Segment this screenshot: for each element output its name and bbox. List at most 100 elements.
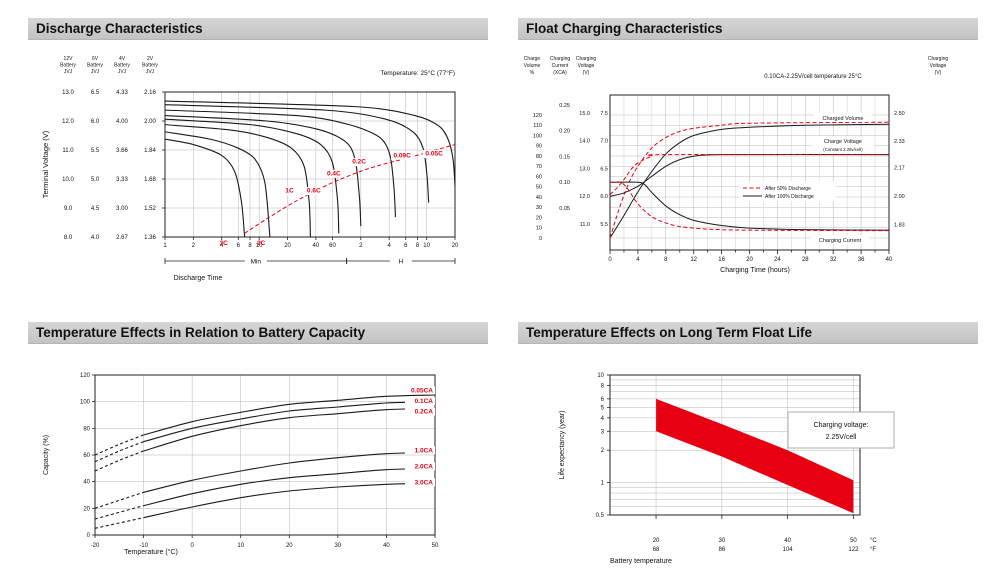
svg-text:3.66: 3.66: [116, 148, 128, 154]
svg-text:Current: Current: [552, 63, 569, 69]
svg-text:1.36: 1.36: [144, 235, 156, 241]
svg-text:8: 8: [248, 243, 252, 249]
svg-text:4V: 4V: [119, 56, 126, 62]
svg-text:0.15: 0.15: [559, 154, 570, 160]
rate-label-0.05C: 0.05C: [425, 150, 443, 157]
svg-text:4.0: 4.0: [91, 235, 100, 241]
svg-text:3.00: 3.00: [116, 206, 128, 212]
svg-text:0.05: 0.05: [559, 206, 570, 212]
svg-text:13.0: 13.0: [62, 90, 74, 96]
svg-text:20: 20: [83, 506, 90, 512]
svg-text:(V): (V): [583, 70, 590, 76]
svg-text:36: 36: [858, 257, 865, 263]
svg-text:50: 50: [850, 538, 857, 544]
legend-after-50: After 50% Discharge: [765, 186, 811, 192]
svg-text:40: 40: [784, 538, 791, 544]
axis-ticks: 0 4 8 12 16 20 24 28 32 36 40: [608, 250, 893, 263]
svg-text:5.5: 5.5: [600, 222, 608, 228]
svg-text:°C: °C: [870, 538, 877, 544]
svg-text:4.5: 4.5: [91, 206, 100, 212]
svg-text:2: 2: [601, 448, 605, 454]
series-0.1CA: [143, 401, 436, 443]
panel-header: Temperature Effects in Relation to Batte…: [28, 322, 488, 344]
svg-text:(V): (V): [935, 70, 942, 76]
svg-text:2: 2: [359, 243, 363, 249]
series-0.05CA: [143, 394, 436, 436]
svg-text:2: 2: [192, 243, 196, 249]
rate-labels: 0.05CA 0.1CA 0.2CA 1.0CA 2.0CA 3.0CA: [405, 386, 435, 487]
annotation: Charging voltage: 2.25V/cell: [787, 411, 895, 449]
svg-text:90: 90: [536, 144, 542, 150]
panel-discharge-characteristics: Discharge Characteristics 12V Battery JVJ 1…: [28, 18, 488, 320]
series-2.0CA-dashed: [94, 505, 144, 520]
svg-text:86: 86: [718, 547, 725, 553]
axis-ticks: [162, 91, 456, 240]
svg-text:6: 6: [404, 243, 408, 249]
svg-text:24: 24: [774, 257, 781, 263]
scale-ticks: 12011010090807060504030201000.250.200.15…: [533, 103, 905, 242]
y-axis-label: Capacity (%): [43, 435, 50, 475]
svg-text:JVJ: JVJ: [64, 69, 73, 75]
svg-text:6.0: 6.0: [600, 194, 608, 200]
svg-text:60: 60: [83, 453, 90, 459]
svg-text:50: 50: [432, 543, 439, 549]
svg-text:80: 80: [536, 154, 542, 160]
series-0.4C: [165, 115, 362, 227]
svg-text:20: 20: [452, 243, 459, 249]
series-0.1CA-dashed: [94, 441, 144, 463]
svg-text:9.0: 9.0: [64, 206, 73, 212]
series-0.2CA: [143, 407, 436, 452]
svg-text:40: 40: [383, 543, 390, 549]
svg-text:10: 10: [237, 543, 244, 549]
svg-text:20: 20: [653, 538, 660, 544]
y-axis-label: Terminal Voltage (V): [41, 130, 50, 198]
svg-text:8: 8: [664, 257, 668, 263]
svg-text:13.0: 13.0: [579, 166, 590, 172]
temperature-capacity-chart: -20 -10 0 10 20 30 40 500204060801001200.05CA0.…: [28, 344, 488, 566]
label-constant-voltage: (Constant 2.25v/cell): [823, 147, 863, 152]
svg-text:Battery: Battery: [87, 63, 103, 69]
svg-text:1.52: 1.52: [144, 206, 156, 212]
svg-text:16: 16: [718, 257, 725, 263]
panel-title-temperature-capacity: Temperature Effects in Relation to Batte…: [36, 325, 366, 340]
x-tick-labels: 1 2 4 6 8 10 20 40 60 2 4 6 8 10 20: [163, 243, 459, 249]
svg-text:12.0: 12.0: [62, 119, 74, 125]
svg-text:Battery: Battery: [114, 63, 130, 69]
condition-note: 0.10CA-2.25V/cell temperature 25°C: [764, 74, 862, 80]
svg-text:15.0: 15.0: [579, 111, 590, 117]
svg-text:12: 12: [690, 257, 697, 263]
series-1.0CA-dashed: [94, 491, 144, 509]
series-0.05C: [165, 100, 455, 187]
svg-text:110: 110: [533, 123, 542, 129]
svg-text:0.25: 0.25: [559, 103, 570, 109]
life-expectancy-band: [656, 398, 854, 514]
svg-text:6.5: 6.5: [600, 166, 608, 172]
svg-text:Charge: Charge: [524, 56, 541, 62]
svg-text:2.33: 2.33: [894, 139, 905, 145]
panel-title-float-charging: Float Charging Characteristics: [526, 21, 723, 36]
svg-text:60: 60: [329, 243, 336, 249]
axis-ticks: -20 -10 0 10 20 30 40 50 0 20 40 60 80 100 120: [80, 373, 439, 549]
series-0.6C: [165, 118, 340, 234]
panel-header: Discharge Characteristics: [28, 18, 488, 40]
svg-text:6: 6: [601, 397, 605, 403]
rate-label-0.4C: 0.4C: [327, 170, 341, 177]
svg-text:0.10: 0.10: [559, 180, 570, 186]
temperature-note: Temperature: 25°C (77°F): [380, 69, 455, 77]
rate-labels: 3C 2C 1C 0.6C 0.4C 0.2C 0.09C 0.05C: [220, 149, 446, 247]
svg-text:6.5: 6.5: [91, 90, 100, 96]
svg-text:(XCA): (XCA): [553, 70, 567, 76]
svg-text:3.33: 3.33: [116, 177, 128, 183]
svg-text:4.33: 4.33: [116, 90, 128, 96]
svg-text:10: 10: [256, 243, 263, 249]
svg-text:10: 10: [597, 373, 604, 379]
svg-text:1.68: 1.68: [144, 177, 156, 183]
svg-text:104: 104: [783, 547, 794, 553]
svg-text:10: 10: [536, 226, 542, 232]
rate-label-0.6C: 0.6C: [307, 188, 321, 195]
svg-text:60: 60: [536, 174, 542, 180]
svg-text:40: 40: [313, 243, 320, 249]
svg-text:7.5: 7.5: [600, 111, 608, 117]
panel-header: Temperature Effects on Long Term Float L…: [518, 322, 978, 344]
svg-text:0: 0: [539, 236, 542, 242]
